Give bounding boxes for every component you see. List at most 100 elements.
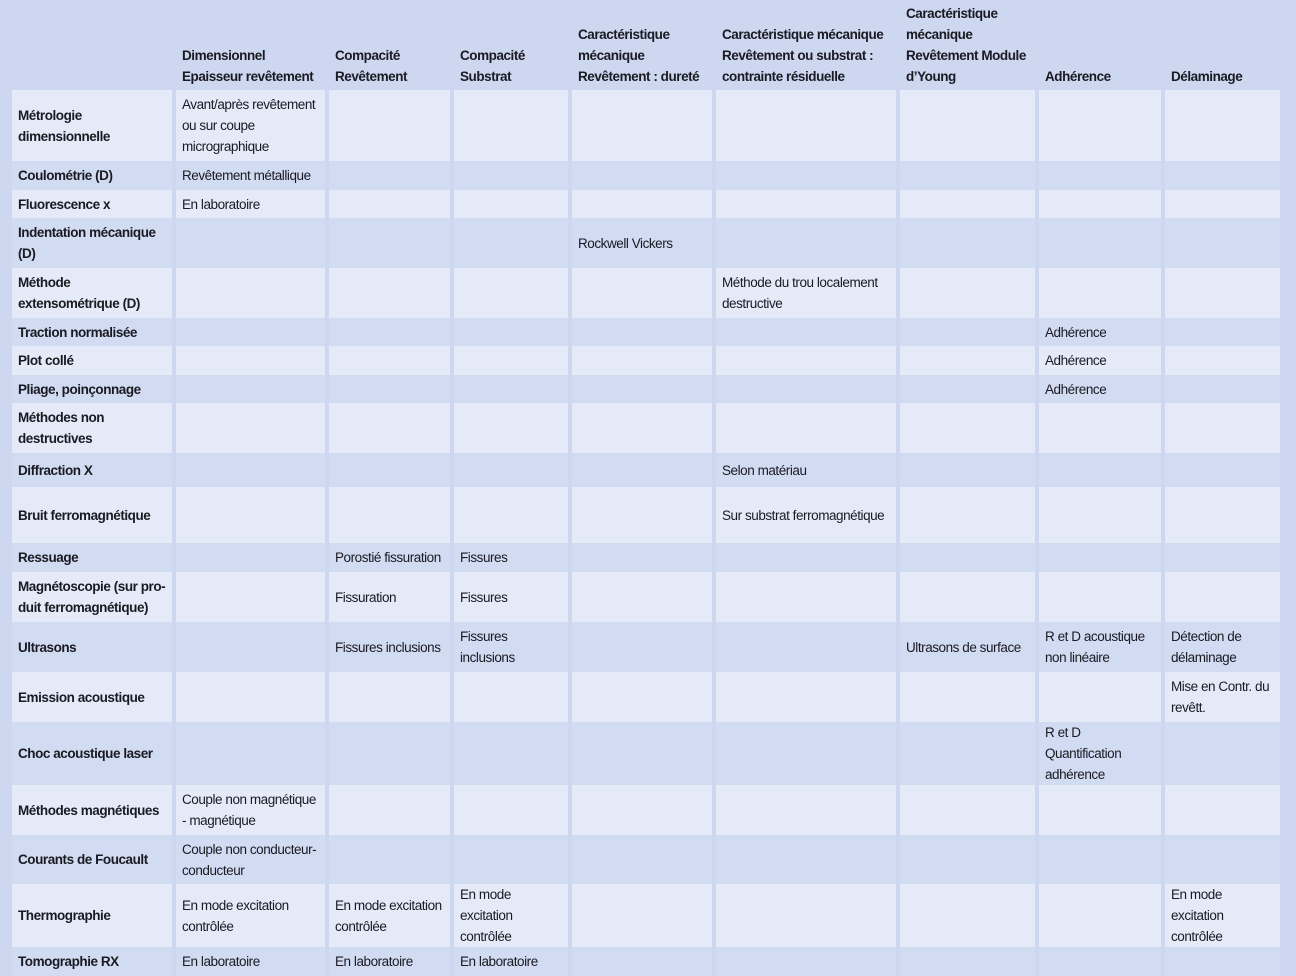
table-cell [176, 622, 325, 672]
header-row: Dimensionnel Epaisseur revêtement Compaci… [12, 0, 1280, 90]
table-cell [1165, 218, 1280, 268]
table-cell: Mise en Contr. du revêtt. [1165, 672, 1280, 722]
row-label: Magnétoscopie (sur pro-duit ferromagnéti… [12, 572, 172, 622]
table-cell [1165, 268, 1280, 318]
table-cell [1039, 835, 1161, 884]
table-cell [716, 622, 896, 672]
table-cell [454, 722, 568, 785]
table-cell [454, 403, 568, 453]
table-cell [1165, 403, 1280, 453]
table-cell [176, 318, 325, 346]
table-cell [716, 947, 896, 976]
table-cell [176, 722, 325, 785]
table-cell: Couple non magnétique - magnétique [176, 785, 325, 835]
table-cell [572, 346, 712, 375]
table-cell [454, 346, 568, 375]
table-cell [1039, 785, 1161, 835]
table-cell [454, 318, 568, 346]
table-cell [900, 487, 1035, 543]
table-cell [900, 268, 1035, 318]
table-row: Courants de Foucault Couple non conducteu… [12, 835, 1280, 884]
table-cell: Méthode du trou localement destructive [716, 268, 896, 318]
table-cell [572, 375, 712, 403]
table-cell: En laboratoire [329, 947, 450, 976]
table-cell [176, 403, 325, 453]
table-cell [329, 403, 450, 453]
table-cell [454, 268, 568, 318]
table-cell [1165, 835, 1280, 884]
table-cell [1039, 161, 1161, 190]
table-cell [572, 453, 712, 487]
table-cell [1039, 543, 1161, 572]
table-cell [1039, 572, 1161, 622]
table-cell: En laboratoire [176, 947, 325, 976]
table-cell: Sur substrat ferromagnétique [716, 487, 896, 543]
table-cell [900, 884, 1035, 947]
table-row: Bruit ferromagnétique Sur substrat ferrom… [12, 487, 1280, 543]
table-row: Méthode extensométrique (D) Méthode du tr… [12, 268, 1280, 318]
row-label: Ressuage [12, 543, 172, 572]
table-cell [176, 346, 325, 375]
table-cell [900, 453, 1035, 487]
table-cell [329, 722, 450, 785]
table-cell [1039, 268, 1161, 318]
table-row: Tomographie RX En laboratoire En laboratoi… [12, 947, 1280, 976]
table-cell [900, 161, 1035, 190]
column-header: Adhérence [1039, 0, 1161, 90]
table-cell [716, 835, 896, 884]
table-cell [454, 835, 568, 884]
table-cell [1165, 161, 1280, 190]
table-row: Emission acoustique Mise en Contr. du rev… [12, 672, 1280, 722]
table-cell [716, 884, 896, 947]
methods-table: Dimensionnel Epaisseur revêtement Compaci… [8, 0, 1284, 976]
table-cell [900, 346, 1035, 375]
table-cell [176, 218, 325, 268]
row-label: Métrologie dimensionnelle [12, 90, 172, 161]
table-cell [329, 453, 450, 487]
table-cell [1039, 672, 1161, 722]
row-label: Choc acoustique laser [12, 722, 172, 785]
table-cell [1039, 947, 1161, 976]
column-header [12, 0, 172, 90]
table-cell [176, 572, 325, 622]
table-cell [716, 672, 896, 722]
table-row: Méthodes magnétiques Couple non magnétiqu… [12, 785, 1280, 835]
table-row: Diffraction X Selon matériau [12, 453, 1280, 487]
row-label: Coulométrie (D) [12, 161, 172, 190]
table-cell [572, 543, 712, 572]
table-cell [900, 218, 1035, 268]
table-cell [900, 947, 1035, 976]
table-cell [900, 672, 1035, 722]
table-cell [572, 572, 712, 622]
row-label: Tomographie RX [12, 947, 172, 976]
table-cell [1165, 572, 1280, 622]
table-cell: Porostié fissuration [329, 543, 450, 572]
table-cell [454, 487, 568, 543]
table-cell: En mode excitation contrôlée [176, 884, 325, 947]
table-cell [572, 268, 712, 318]
table-row: Fluorescence x En laboratoire [12, 190, 1280, 218]
table-cell [454, 90, 568, 161]
table-cell [329, 346, 450, 375]
row-label: Emission acoustique [12, 672, 172, 722]
table-cell: Fissuration [329, 572, 450, 622]
table-cell [176, 672, 325, 722]
table-row: Méthodes non destructives [12, 403, 1280, 453]
table-cell [716, 346, 896, 375]
table-cell [572, 318, 712, 346]
table-cell [716, 318, 896, 346]
table-cell [176, 487, 325, 543]
table-cell [454, 218, 568, 268]
row-label: Ultrasons [12, 622, 172, 672]
table-cell [176, 268, 325, 318]
table-cell: R et D acoustique non linéaire [1039, 622, 1161, 672]
table-cell [572, 487, 712, 543]
table-row: Pliage, poinçonnage Adhérence [12, 375, 1280, 403]
table-cell [1039, 218, 1161, 268]
table-cell [1165, 453, 1280, 487]
row-label: Diffraction X [12, 453, 172, 487]
row-label: Thermographie [12, 884, 172, 947]
row-label: Méthode extensométrique (D) [12, 268, 172, 318]
table-cell [1165, 487, 1280, 543]
table-cell: Fissures [454, 572, 568, 622]
